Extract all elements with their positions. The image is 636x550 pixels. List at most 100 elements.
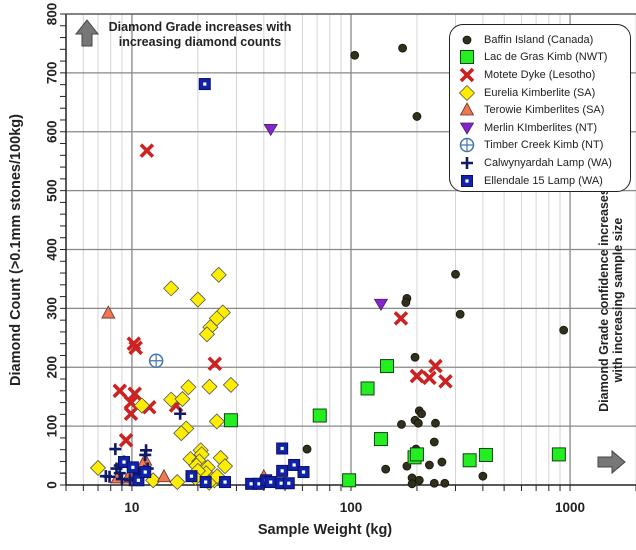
data-point-circle	[350, 50, 360, 60]
legend-label: Calwynyardah Lamp (WA)	[484, 156, 612, 169]
data-point-diamond	[216, 458, 234, 475]
data-point-triangle-down	[373, 298, 389, 312]
series	[223, 359, 566, 488]
data-point-dot-square	[139, 466, 152, 479]
data-point-diamond	[163, 391, 180, 408]
data-point-diamond	[208, 413, 225, 430]
legend-item: Baffin Island (Canada)	[456, 31, 630, 49]
legend-item: Lac de Gras Kimb (NWT)	[456, 49, 630, 67]
data-point-triangle-down	[263, 123, 278, 137]
data-point-circle-cross	[148, 353, 164, 369]
data-point-diamond	[173, 425, 190, 442]
data-point-dot-square	[461, 174, 473, 187]
legend-marker-icon	[462, 35, 472, 45]
series	[302, 43, 569, 489]
data-point-circle	[407, 479, 417, 489]
annotation-grade-confidence: Diamond Grade confidence increases with …	[597, 188, 625, 412]
legend-marker-icon	[459, 67, 475, 83]
legend-marker-icon	[458, 84, 476, 101]
data-point-plus	[139, 448, 152, 461]
data-points	[89, 43, 569, 491]
data-point-dot-square	[132, 474, 145, 487]
data-point-square	[312, 408, 327, 423]
legend-label: Motete Dyke (Lesotho)	[484, 68, 596, 81]
data-point-circle	[437, 457, 447, 467]
data-point-dot-square	[264, 476, 277, 489]
data-point-diamond	[458, 84, 476, 101]
legend-label: Eurelia Kimberlite (SA)	[484, 86, 596, 99]
y-tick-label: 800	[45, 3, 60, 26]
data-point-diamond	[163, 280, 180, 297]
axis-ticks: 10 100 1000 0 100 200 300 400 500 600 700 800	[45, 3, 636, 515]
data-point-diamond	[133, 397, 150, 414]
data-point-triangle-up	[101, 305, 116, 319]
legend-marker-icon	[461, 156, 473, 169]
series	[148, 353, 164, 369]
data-point-dot-square	[219, 476, 232, 489]
data-point-square	[223, 413, 238, 428]
data-point-circle	[414, 475, 424, 485]
y-tick-label: 300	[45, 297, 60, 320]
y-axis-title: Diamond Count (>0.1mm stones/100kg)	[8, 114, 24, 386]
data-point-x	[118, 432, 134, 448]
data-point-diamond	[198, 326, 216, 343]
y-tick-label: 100	[45, 415, 60, 438]
data-point-x	[422, 370, 437, 386]
data-point-circle	[381, 464, 391, 474]
data-point-x	[123, 406, 139, 422]
data-point-triangle-up	[156, 468, 172, 483]
data-point-diamond	[174, 390, 191, 408]
x-axis-title-text: Sample Weight (kg)	[257, 522, 393, 538]
legend-marker-icon	[459, 138, 475, 153]
legend-label: Ellendale 15 Lamp (WA)	[484, 174, 603, 187]
legend-item: Ellendale 15 Lamp (WA)	[456, 172, 630, 190]
y-tick-label: 400	[45, 238, 60, 261]
y-tick-label: 0	[45, 481, 60, 489]
data-point-circle	[431, 418, 440, 428]
data-point-triangle-down	[459, 122, 475, 135]
data-point-x	[207, 356, 223, 371]
data-point-dot-square	[126, 461, 139, 474]
up-arrow-icon	[74, 19, 100, 47]
x-tick-label: 10	[124, 500, 139, 515]
data-point-circle	[429, 478, 439, 488]
data-point-square	[360, 381, 375, 396]
data-point-dot-square	[297, 466, 310, 479]
legend-item: Motete Dyke (Lesotho)	[456, 66, 630, 84]
data-point-circle	[417, 409, 426, 419]
legend: Baffin Island (Canada) Lac de Gras Kimb (…	[449, 24, 631, 192]
data-point-dot-square	[198, 78, 211, 91]
y-tick-label: 500	[45, 179, 60, 202]
legend-marker-icon	[459, 122, 475, 135]
legend-label: Terowie Kimberlites (SA)	[484, 104, 605, 117]
data-point-dot-square	[282, 477, 295, 490]
annotation-arrows	[74, 19, 626, 475]
x-axis-title: Sample Weight (kg)	[0, 522, 636, 538]
x-tick-label: 1000	[555, 500, 585, 515]
data-point-plus	[109, 443, 122, 456]
data-point-x	[127, 386, 143, 402]
data-point-circle	[559, 325, 569, 335]
data-point-diamond	[222, 376, 239, 393]
data-point-plus	[461, 156, 473, 169]
data-point-square	[462, 453, 477, 468]
data-point-dot-square	[276, 442, 289, 455]
data-point-x	[139, 143, 155, 158]
data-point-diamond	[180, 379, 197, 396]
data-point-square	[409, 447, 424, 462]
y-tick-label: 600	[45, 120, 60, 143]
data-point-x	[428, 358, 443, 374]
data-point-x	[438, 374, 453, 389]
data-point-square	[373, 432, 388, 447]
x-tick-label: 100	[340, 500, 363, 515]
legend-marker-icon	[461, 174, 473, 187]
legend-item: Merlin KImberlites (NT)	[456, 119, 630, 137]
data-point-square	[551, 447, 566, 462]
data-point-diamond	[189, 291, 206, 308]
data-point-square	[460, 50, 474, 65]
data-point-x	[409, 368, 425, 384]
legend-label: Lac de Gras Kimb (NWT)	[484, 51, 608, 64]
data-point-circle	[401, 298, 411, 307]
annotation-grade-counts: Diamond Grade increases with increasing …	[108, 20, 292, 49]
y-tick-label: 200	[45, 356, 60, 379]
